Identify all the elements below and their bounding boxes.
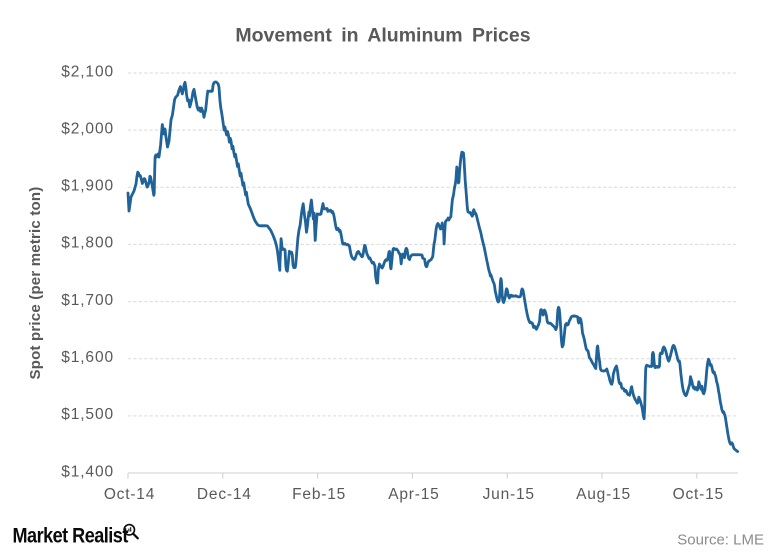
svg-text:Aug-15: Aug-15 [576,486,631,503]
svg-text:Dec-14: Dec-14 [197,486,252,503]
svg-text:$2,100: $2,100 [61,63,114,80]
svg-text:Source: LME: Source: LME [677,532,764,549]
svg-text:Apr-15: Apr-15 [388,486,439,503]
svg-text:Jun-15: Jun-15 [483,486,535,503]
svg-text:Oct-15: Oct-15 [673,486,724,503]
svg-text:$1,600: $1,600 [61,349,114,366]
svg-text:Market Realist: Market Realist [13,524,129,548]
svg-text:$1,800: $1,800 [61,235,114,252]
svg-text:$1,400: $1,400 [61,463,114,480]
svg-text:Movement in Aluminum Prices: Movement in Aluminum Prices [235,25,530,47]
svg-text:$1,700: $1,700 [61,292,114,309]
svg-text:Spot price (per metric ton): Spot price (per metric ton) [27,187,44,380]
svg-text:$2,000: $2,000 [61,120,114,137]
svg-text:$1,500: $1,500 [61,406,114,423]
svg-text:$1,900: $1,900 [61,178,114,195]
svg-text:Feb-15: Feb-15 [292,486,346,503]
svg-text:Oct-14: Oct-14 [104,486,155,503]
